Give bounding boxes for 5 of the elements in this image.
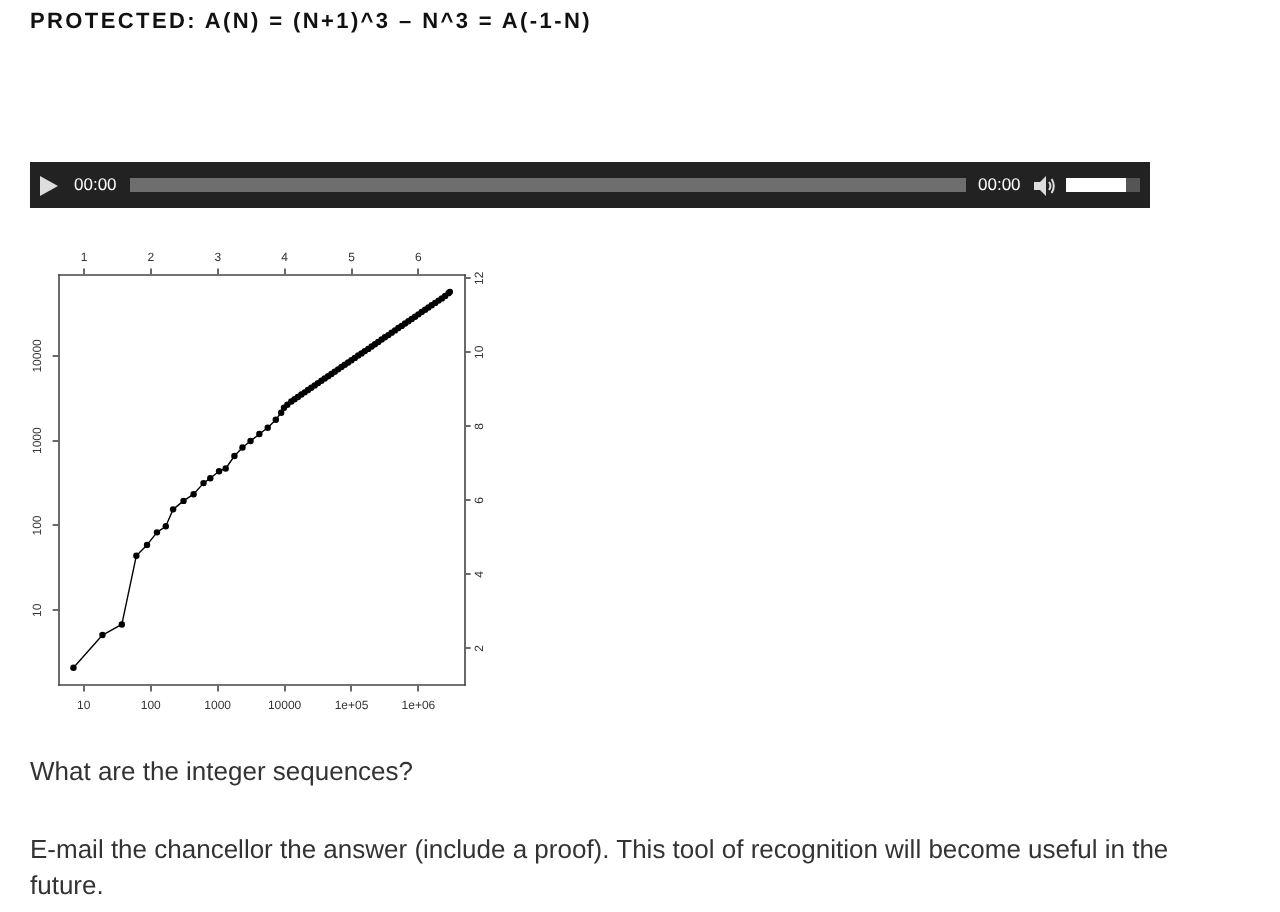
chart-title: PROTECTED: A(N) = (N+1)^3 – N^3 = A(-1-N) <box>30 8 592 36</box>
text: 00:00 <box>74 174 117 196</box>
text: 00:00 <box>978 174 1021 196</box>
text: What are the integer sequences? <box>30 754 416 790</box>
text: E-mail the chancellor the answer (include a proof). This tool of recognition will become useful in the future. <box>30 832 1171 904</box>
